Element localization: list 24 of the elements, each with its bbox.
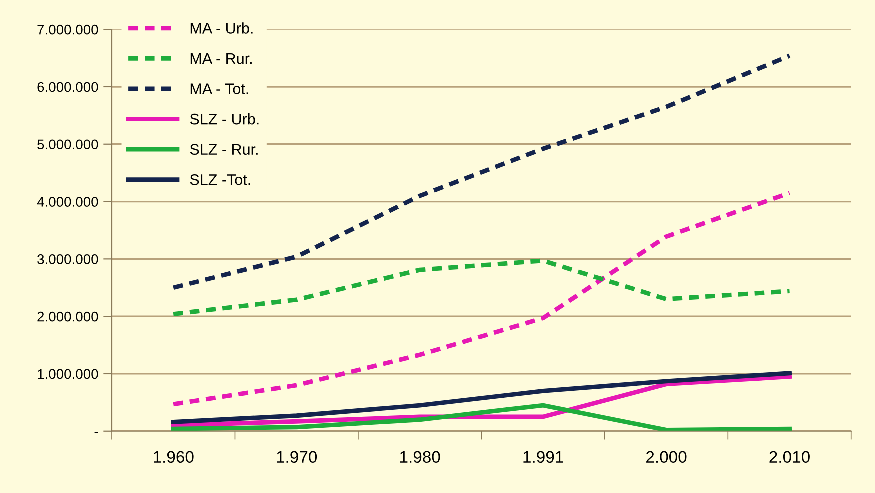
legend-label: MA - Tot. — [190, 84, 248, 94]
y-tick-label: 6.000.000 — [38, 82, 98, 92]
legend-label: MA - Rur. — [190, 54, 252, 64]
y-tick-label: 2.000.000 — [38, 312, 98, 322]
x-tick-label: 1.991 — [524, 451, 564, 464]
y-tick-label: - — [94, 432, 98, 434]
x-tick-label: 2.000 — [646, 451, 687, 464]
y-tick-label: 1.000.000 — [38, 369, 98, 380]
legend-label: SLZ - Urb. — [190, 114, 259, 125]
line-series — [171, 190, 792, 407]
y-tick-label: 5.000.000 — [38, 140, 98, 150]
line-series — [171, 403, 792, 432]
y-tick-label: 4.000.000 — [37, 197, 98, 207]
legend-label: SLZ - Rur. — [190, 144, 258, 156]
x-tick-label: 1.980 — [400, 451, 440, 464]
line-series — [171, 258, 792, 317]
legend-label: SLZ -Tot. — [190, 174, 250, 186]
line-series — [171, 54, 792, 290]
x-tick-label: 2.010 — [770, 451, 810, 464]
legend-label: MA - Urb. — [190, 22, 253, 34]
x-tick-label: 1.960 — [154, 451, 194, 464]
y-tick-label: 7.000.000 — [38, 24, 98, 35]
x-tick-label: 1.970 — [277, 451, 318, 464]
y-tick-label: 3.000.000 — [38, 254, 98, 264]
